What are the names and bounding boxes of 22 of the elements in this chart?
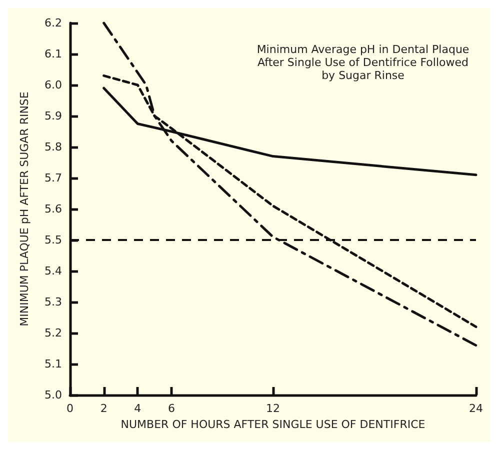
y-tick-label: 5.6	[44, 202, 62, 216]
x-axis-title: NUMBER OF HOURS AFTER SINGLE USE OF DENTIFRICE	[120, 418, 426, 431]
y-axis-title: MINIMUM PLAQUE pH AFTER SUGAR RINSE	[18, 92, 31, 326]
y-tick-label: 6.0	[44, 78, 62, 92]
x-tick-label: 12	[266, 402, 280, 415]
x-tick-label: 4	[134, 402, 142, 415]
y-tick-label: 5.1	[44, 358, 62, 370]
x-tick-label: 24	[469, 402, 483, 415]
y-tick-label: 5.0	[44, 388, 62, 402]
x-tick-label: 2	[100, 402, 108, 415]
x-tick-label: 0	[66, 402, 74, 415]
y-tick-label: 6.2	[44, 16, 62, 30]
text: Minimum Average pH in Dental Plaque After Single Use of Dentifrice Followed by Sugar Rinse	[256, 43, 470, 82]
x-tick-label: 6	[168, 402, 175, 415]
y-tick-label: 5.5	[44, 234, 62, 246]
y-tick-label: 5.7	[44, 172, 62, 184]
y-tick-label: 5.9	[44, 110, 62, 122]
y-tick-label: 5.4	[44, 264, 62, 278]
y-tick-label: 5.8	[44, 140, 62, 154]
y-tick-label: 5.2	[44, 326, 62, 340]
y-tick-label: 5.3	[44, 296, 62, 308]
y-tick-label: 6.1	[44, 48, 62, 60]
